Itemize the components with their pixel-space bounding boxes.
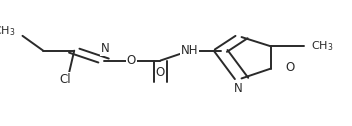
- Text: O: O: [285, 61, 295, 74]
- Text: N: N: [101, 42, 110, 55]
- Text: CH$_3$: CH$_3$: [0, 24, 15, 38]
- Text: NH: NH: [181, 44, 199, 57]
- Text: O: O: [156, 66, 165, 79]
- Text: CH$_3$: CH$_3$: [310, 39, 333, 53]
- Text: N: N: [234, 82, 243, 95]
- Text: Cl: Cl: [60, 73, 71, 86]
- Text: O: O: [126, 54, 136, 67]
